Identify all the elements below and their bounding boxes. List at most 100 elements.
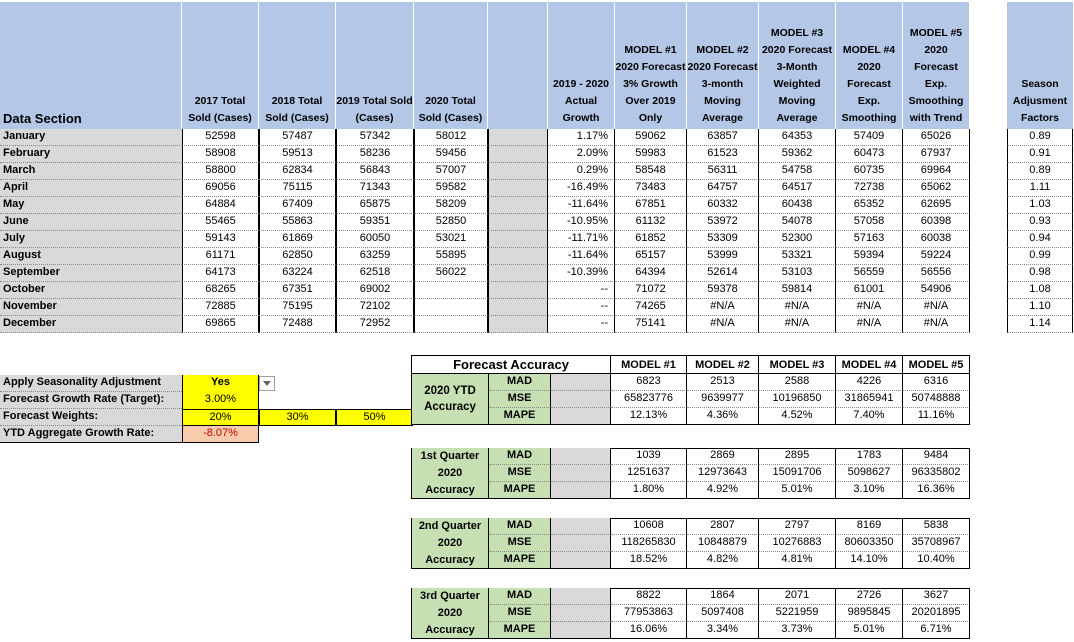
model-forecast-cell: 59062	[615, 129, 687, 146]
year-sales-cell[interactable]: 55863	[259, 214, 336, 231]
model-forecast-cell: 59814	[759, 282, 836, 299]
column-header-label: MODEL #2 2020 Forecast 3-month Moving Av…	[687, 44, 758, 124]
accuracy-value-cell: 50748888	[903, 391, 970, 408]
year-sales-cell[interactable]: 52850	[414, 214, 488, 231]
forecast-weight-input[interactable]: 30%	[259, 409, 336, 426]
year-sales-cell[interactable]: 75115	[259, 180, 336, 197]
year-sales-cell[interactable]	[414, 282, 488, 299]
column-header-label: 2019 Total Sold (Cases)	[336, 95, 413, 124]
year-sales-cell[interactable]: 72952	[336, 316, 414, 333]
year-sales-cell[interactable]: 67351	[259, 282, 336, 299]
year-sales-cell[interactable]: 55465	[182, 214, 259, 231]
forecast-weight-input[interactable]: 50%	[336, 409, 413, 426]
accuracy-value-cell: 96335802	[903, 465, 970, 482]
year-sales-cell[interactable]: 56843	[336, 163, 414, 180]
year-sales-cell[interactable]: 64173	[182, 265, 259, 282]
metric-label: MAPE	[489, 622, 551, 639]
column-header-label: 2019 - 2020 Actual Growth	[552, 78, 610, 124]
year-sales-cell[interactable]: 69056	[182, 180, 259, 197]
model-forecast-cell: #N/A	[759, 316, 836, 333]
month-label: November	[0, 299, 182, 316]
year-sales-cell[interactable]: 55895	[414, 248, 488, 265]
chevron-down-icon[interactable]	[259, 376, 275, 391]
model-forecast-cell: 64757	[687, 180, 759, 197]
year-sales-cell[interactable]: 61869	[259, 231, 336, 248]
month-label: October	[0, 282, 182, 299]
year-sales-cell[interactable]: 75195	[259, 299, 336, 316]
year-sales-cell[interactable]: 72885	[182, 299, 259, 316]
season-factor-cell: 1.11	[1007, 180, 1073, 197]
model-forecast-cell: 60473	[836, 146, 903, 163]
year-sales-cell[interactable]: 57007	[414, 163, 488, 180]
year-sales-cell[interactable]: 59456	[414, 146, 488, 163]
block-top-border	[411, 588, 970, 589]
accuracy-value-cell: 9484	[903, 448, 970, 465]
year-sales-cell[interactable]: 53021	[414, 231, 488, 248]
year-sales-cell[interactable]: 59351	[336, 214, 414, 231]
season-factor-cell: 0.91	[1007, 146, 1073, 163]
accuracy-value-cell: 5097408	[687, 605, 759, 622]
growth-cell: --	[548, 282, 615, 299]
model-forecast-cell: #N/A	[687, 299, 759, 316]
year-sales-cell[interactable]: 71343	[336, 180, 414, 197]
accuracy-block-label: 2nd Quarter 2020 Accuracy	[411, 518, 489, 569]
accuracy-value-cell: 10276883	[759, 535, 836, 552]
accuracy-value-cell: 1.80%	[611, 482, 687, 499]
year-sales-cell[interactable]: 62834	[259, 163, 336, 180]
year-sales-cell[interactable]: 58012	[414, 129, 488, 146]
year-sales-cell[interactable]: 68265	[182, 282, 259, 299]
month-label: March	[0, 163, 182, 180]
model-forecast-cell: #N/A	[903, 316, 970, 333]
spacer-cell	[551, 552, 611, 569]
accuracy-model-header: MODEL #5	[903, 355, 970, 374]
season-factor-cell: 1.14	[1007, 316, 1073, 333]
accuracy-value-cell: 5838	[903, 518, 970, 535]
model-forecast-cell: 65026	[903, 129, 970, 146]
forecast-weight-input[interactable]: 20%	[182, 409, 259, 426]
model-forecast-cell: 52614	[687, 265, 759, 282]
year-sales-cell[interactable]: 59513	[259, 146, 336, 163]
year-sales-cell[interactable]: 67409	[259, 197, 336, 214]
year-sales-cell[interactable]	[414, 299, 488, 316]
model-forecast-cell: 72738	[836, 180, 903, 197]
year-sales-cell[interactable]: 72488	[259, 316, 336, 333]
year-sales-cell[interactable]: 63259	[336, 248, 414, 265]
year-sales-cell[interactable]: 62518	[336, 265, 414, 282]
month-label: January	[0, 129, 182, 146]
year-sales-cell[interactable]: 62850	[259, 248, 336, 265]
growth-rate-input[interactable]: 3.00%	[182, 392, 259, 409]
accuracy-value-cell: 3.34%	[687, 622, 759, 639]
year-sales-cell[interactable]: 72102	[336, 299, 414, 316]
accuracy-value-cell: 77953863	[611, 605, 687, 622]
year-sales-cell[interactable]: 58209	[414, 197, 488, 214]
month-label: September	[0, 265, 182, 282]
year-sales-cell[interactable]: 65875	[336, 197, 414, 214]
growth-cell: 2.09%	[548, 146, 615, 163]
seasonality-dropdown[interactable]: Yes	[182, 375, 259, 392]
year-sales-cell[interactable]	[414, 316, 488, 333]
header-cell: MODEL #4 2020 Forecast Exp. Smoothing	[836, 2, 903, 129]
year-sales-cell[interactable]: 69002	[336, 282, 414, 299]
accuracy-value-cell: 16.06%	[611, 622, 687, 639]
year-sales-cell[interactable]: 59143	[182, 231, 259, 248]
year-sales-cell[interactable]: 58908	[182, 146, 259, 163]
model-forecast-cell: 59983	[615, 146, 687, 163]
year-sales-cell[interactable]: 57487	[259, 129, 336, 146]
year-sales-cell[interactable]: 69865	[182, 316, 259, 333]
year-sales-cell[interactable]: 63224	[259, 265, 336, 282]
model-forecast-cell: 56311	[687, 163, 759, 180]
ytd-growth-value: -8.07%	[182, 426, 259, 443]
growth-cell: --	[548, 316, 615, 333]
year-sales-cell[interactable]: 58800	[182, 163, 259, 180]
year-sales-cell[interactable]: 59582	[414, 180, 488, 197]
spacer-cell	[488, 265, 548, 282]
year-sales-cell[interactable]: 52598	[182, 129, 259, 146]
model-forecast-cell: 61523	[687, 146, 759, 163]
year-sales-cell[interactable]: 60050	[336, 231, 414, 248]
year-sales-cell[interactable]: 64884	[182, 197, 259, 214]
model-forecast-cell: 60038	[903, 231, 970, 248]
year-sales-cell[interactable]: 56022	[414, 265, 488, 282]
year-sales-cell[interactable]: 61171	[182, 248, 259, 265]
year-sales-cell[interactable]: 58236	[336, 146, 414, 163]
year-sales-cell[interactable]: 57342	[336, 129, 414, 146]
